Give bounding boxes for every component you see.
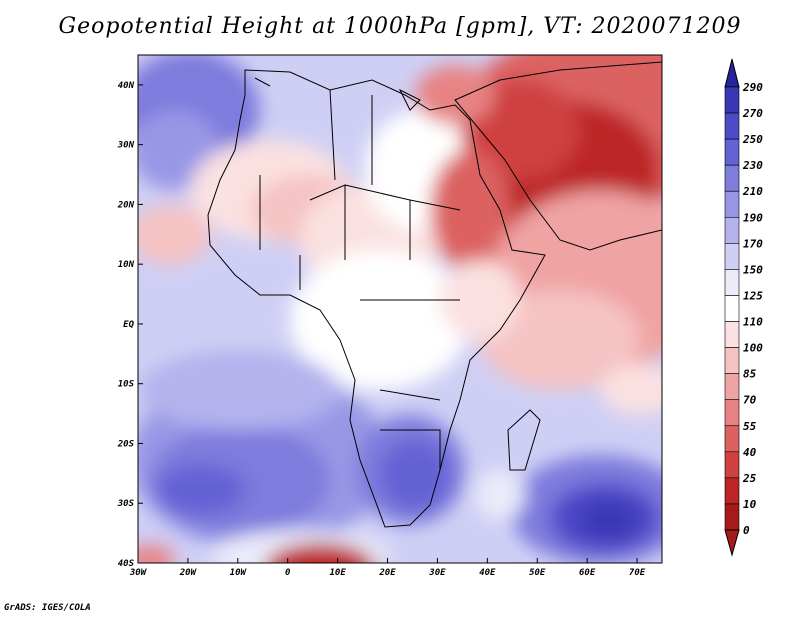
colorbar-label: 0 [743,524,750,537]
colorbar-swatch [724,373,740,401]
x-tick-label: 20E [378,568,396,578]
colorbar-swatch [724,112,740,140]
colorbar-label: 25 [742,472,757,485]
x-tick-label: 60E [579,568,596,578]
colorbar-label: 100 [743,342,763,355]
colorbar-label: 290 [742,81,763,94]
colorbar-swatch [724,451,740,479]
colorbar-swatch [724,164,740,192]
colorbar-swatch [724,86,740,114]
colorbar-label: 250 [742,133,763,146]
colorbar-label: 85 [743,368,757,381]
colorbar-swatch [724,190,740,218]
colorbar-label: 125 [743,289,763,302]
country-borders [259,89,461,470]
x-tick-label: 30E [428,568,446,578]
y-tick-label: 10S [118,380,135,390]
colorbar-swatch [724,269,740,296]
y-tick-label: EQ [123,320,134,330]
colorbar-swatch [724,347,740,374]
y-tick-label: 20S [117,439,135,449]
x-tick-label: 50E [529,568,546,578]
x-tick-label: 10W [230,568,248,578]
colorbar-swatch [724,503,740,531]
x-axis: 30W 20W 10W 0 10E 20E 30E 40E 50E 60E 70E [129,558,646,578]
plot-frame [137,54,663,564]
y-tick-label: 40S [118,559,135,569]
colorbar-label: 190 [743,211,763,224]
x-tick-label: 40E [479,568,496,578]
middle-east-outline [454,61,662,251]
colorbar-label: 70 [743,394,757,407]
x-tick-label: 30W [129,568,148,578]
x-tick-label: 20W [179,568,198,578]
mediterranean-islands [254,77,421,111]
colorbar-label: 150 [743,263,763,276]
x-tick-label: 10E [329,568,346,578]
colorbar-label: 170 [743,237,763,250]
colorbar-swatch [724,138,740,166]
colorbar-swatch [724,477,740,505]
y-tick-label: 30N [117,141,135,151]
x-tick-label: 0 [285,568,291,578]
colorbar-bottom-arrow [724,529,740,557]
y-tick-label: 40N [118,81,135,91]
colorbar-label: 110 [743,316,763,329]
colorbar-label: 210 [742,185,763,198]
colorbar-label: 55 [743,420,757,433]
y-tick-label: 20N [117,200,135,210]
madagascar-outline [507,409,541,471]
y-tick-label: 30S [117,499,135,509]
africa-outline [207,69,546,528]
colorbar-swatch [724,216,740,244]
shaded-field [138,55,662,563]
colorbar-label: 40 [743,446,757,459]
colorbar-swatch [724,399,740,427]
map-title: Geopotential Height at 1000hPa [gpm], VT… [58,14,742,39]
coastlines [207,61,662,528]
colorbar-swatch [724,243,740,270]
y-tick-label: 10N [118,260,135,270]
colorbar-top-arrow [724,58,740,88]
x-tick-label: 70E [629,568,646,578]
grads-credit: GrADS: IGES/COLA [4,603,91,613]
colorbar-label: 270 [742,107,763,120]
colorbar-label: 230 [742,159,763,172]
colorbar-swatch [724,321,740,348]
colorbar-swatch [724,425,740,453]
colorbar-swatch [724,295,740,322]
y-axis: 40N 30N 20N 10N EQ 10S 20S 30S 40S [117,81,143,569]
colorbar-label: 10 [743,498,757,511]
colorbar: 2902702502302101901701501251101008570554… [724,58,763,557]
